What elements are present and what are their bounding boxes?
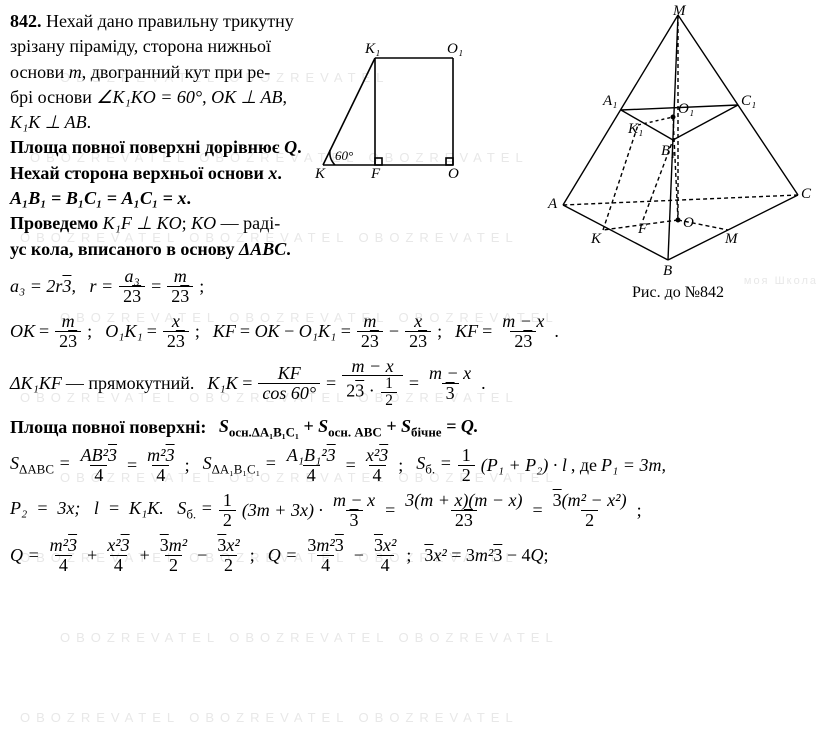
label-fbase: F xyxy=(637,221,648,237)
label-o1top: O₁ xyxy=(678,101,694,117)
label-c: C xyxy=(801,186,812,202)
line10: ус кола, вписаного в основу xyxy=(10,239,239,259)
label-k1: K₁ xyxy=(364,41,380,57)
formula-ok: OK = m23; O₁K₁ = x23; KF = OK − O₁K₁ = m… xyxy=(10,312,818,351)
pyramid-diagram: M A₁ C₁ B₁ A C B K O F M K₁ O₁ Рис. до №… xyxy=(543,5,813,285)
formula-q: Q = m²34 + x²34 + 3m²2 − 3x²2; Q = 3m²34… xyxy=(10,536,818,575)
cos60: cos 60° xyxy=(258,383,320,403)
line4a: брі основи xyxy=(10,87,96,107)
m3: m xyxy=(359,312,380,331)
label-k: K xyxy=(314,166,326,180)
mx: m − x xyxy=(498,312,548,331)
sym-x: x xyxy=(268,163,277,183)
kf2: KF xyxy=(455,321,478,342)
comma1: , xyxy=(202,87,211,107)
line3a: основи xyxy=(10,62,69,82)
de: , де xyxy=(571,455,597,476)
label-a: A xyxy=(547,196,558,212)
kf: KF xyxy=(213,321,236,342)
watermark: OBOZREVATEL OBOZREVATEL OBOZREVATEL xyxy=(60,630,559,645)
label-b: B xyxy=(663,263,672,279)
label-kbase: K xyxy=(590,231,602,247)
line7: Нехай сторона верхньої основи xyxy=(10,163,268,183)
dabc: ΔABC xyxy=(239,239,286,259)
line9c: — раді- xyxy=(216,213,280,233)
label-k1top: K₁ xyxy=(627,121,643,137)
mx2: m − x xyxy=(347,357,397,376)
num-a3: a₃ xyxy=(120,267,143,286)
k1kperp: K₁K ⊥ AB xyxy=(10,112,87,132)
surf-label: Площа повної поверхні: xyxy=(10,417,206,438)
okperp: OK ⊥ AB xyxy=(211,87,282,107)
comma2: , xyxy=(282,87,287,107)
sym-m: m xyxy=(69,62,82,82)
x3: x xyxy=(168,312,184,331)
r2: r xyxy=(89,276,96,296)
label-obase: O xyxy=(683,215,694,231)
label-a1: A₁ xyxy=(602,93,617,109)
o1k12: O₁K₁ xyxy=(299,321,337,341)
x4: x xyxy=(410,312,426,331)
line3b: , двогранний кут при ре- xyxy=(82,62,271,82)
label-mbase: M xyxy=(724,231,739,247)
formula-p2: P₂ = 3x; l = K₁K. Sб. = 12 (3m + 3x) · m… xyxy=(10,491,818,530)
line2: зрізану піраміду, сторона нижньої xyxy=(10,34,310,58)
ok2: OK xyxy=(10,321,35,342)
sym-q: Q xyxy=(284,137,297,157)
formula-k1k: ΔK₁KF — прямокутний. K₁K = KFcos 60° = m… xyxy=(10,357,818,410)
line6: Площа повної поверхні дорівнює xyxy=(10,137,284,157)
figure-caption: Рис. до №842 xyxy=(543,284,813,302)
line1: Нехай дано правильну трикутну xyxy=(46,11,294,31)
label-angle: 60° xyxy=(335,148,353,163)
label-o: O xyxy=(448,166,459,180)
label-f: F xyxy=(370,166,381,180)
eq2: = xyxy=(102,188,121,208)
angle-expr: ∠K₁KO = 60° xyxy=(96,87,202,107)
label-b1: B₁ xyxy=(661,143,675,159)
trapezoid-diagram: K₁ O₁ K F O 60° xyxy=(305,40,465,180)
num-m: m xyxy=(170,267,191,286)
k1k: K₁K xyxy=(207,373,237,393)
eq3: = xyxy=(158,188,177,208)
dk1kf: ΔK₁KF xyxy=(10,373,62,394)
watermark: OBOZREVATEL OBOZREVATEL OBOZREVATEL xyxy=(20,710,519,725)
a1b1: A₁B₁ xyxy=(10,188,47,208)
m2: m xyxy=(58,312,79,331)
label-c1: C₁ xyxy=(741,93,756,109)
line9a: Проведемо xyxy=(10,213,103,233)
surface-label-row: Площа повної поверхні: Sосн.ΔA₁B₁C₁ + Sо… xyxy=(10,416,818,441)
semicolon: ; xyxy=(182,213,192,233)
b1c1: B₁C₁ xyxy=(66,188,103,208)
ko: KO xyxy=(191,213,216,233)
eq1: = xyxy=(47,188,66,208)
kf3: KF xyxy=(274,364,305,383)
mx3: m − x xyxy=(425,364,475,383)
a1c1: A₁C₁ xyxy=(122,188,159,208)
ok3: OK xyxy=(255,321,280,341)
tri-right: — прямокутний. xyxy=(66,373,195,394)
label-m: M xyxy=(672,5,687,19)
formula-sabc: SΔABC = AB²34 = m²34; SΔA₁B₁C₁ = A₁B₁²34… xyxy=(10,446,818,485)
dot1: . xyxy=(87,112,92,132)
problem-number: 842. xyxy=(10,11,42,31)
a3: a₃ xyxy=(10,276,25,296)
o1k1: O₁K₁ xyxy=(105,321,143,342)
k1fko: K₁F ⊥ KO xyxy=(103,213,182,233)
label-o1: O₁ xyxy=(447,41,463,57)
